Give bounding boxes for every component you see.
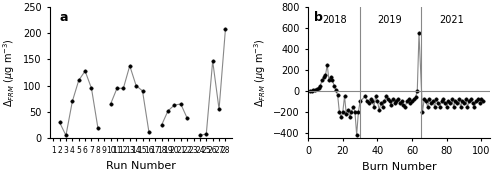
Text: a: a <box>59 11 68 24</box>
X-axis label: Burn Number: Burn Number <box>362 162 436 172</box>
Text: 2018: 2018 <box>322 15 346 25</box>
Y-axis label: $\Delta_{FRM}$ ($\mu$g m$^{-3}$): $\Delta_{FRM}$ ($\mu$g m$^{-3}$) <box>2 38 18 107</box>
X-axis label: Run Number: Run Number <box>106 161 176 171</box>
Text: 2021: 2021 <box>440 15 464 25</box>
Y-axis label: $\Delta_{FRM}$ ($\mu$g m$^{-3}$): $\Delta_{FRM}$ ($\mu$g m$^{-3}$) <box>252 38 268 107</box>
Text: b: b <box>314 11 322 24</box>
Text: 2019: 2019 <box>378 15 402 25</box>
